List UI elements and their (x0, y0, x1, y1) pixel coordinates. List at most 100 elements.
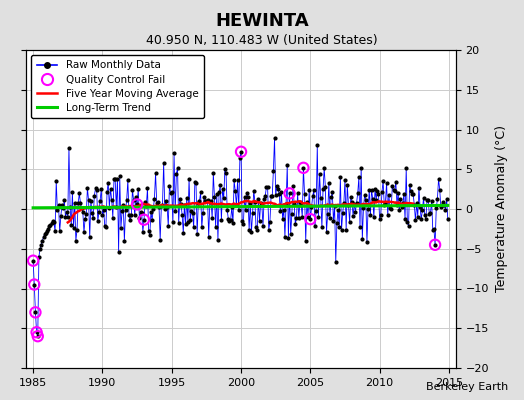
Point (357, 164, 365, 171)
Point (213, 191, 221, 198)
Point (235, 207, 243, 214)
Point (198, 224, 206, 231)
Point (420, 211, 429, 218)
Point (88, 210, 96, 216)
Point (440, 202, 449, 208)
Point (133, 201, 141, 208)
Point (54, 202, 63, 208)
Point (289, 183, 297, 190)
Point (136, 209, 145, 215)
Point (244, 194, 252, 200)
Point (425, 210, 433, 217)
Point (180, 202, 189, 208)
Point (89, 215, 97, 221)
Point (119, 201, 127, 208)
Point (300, 191, 309, 198)
Point (335, 224, 343, 230)
Point (191, 179, 199, 185)
Point (67, 222, 75, 228)
Point (318, 224, 326, 230)
Point (383, 179, 391, 186)
Point (123, 197, 131, 203)
Point (393, 201, 401, 208)
Point (32, 329, 41, 336)
Point (147, 209, 155, 215)
Point (209, 170, 217, 176)
Point (229, 220, 237, 226)
Point (226, 217, 235, 223)
Point (114, 249, 123, 255)
Point (304, 214, 312, 220)
Point (339, 210, 347, 216)
Point (284, 235, 292, 241)
Point (361, 192, 369, 198)
Point (348, 198, 356, 205)
Point (168, 189, 176, 195)
Point (294, 215, 303, 221)
Point (170, 150, 178, 156)
Point (118, 208, 126, 215)
Point (58, 201, 66, 208)
Point (256, 200, 265, 206)
Point (268, 193, 277, 200)
Point (210, 194, 219, 201)
Point (132, 194, 140, 200)
Point (422, 216, 430, 222)
Point (204, 233, 213, 240)
Point (185, 176, 193, 182)
Point (387, 206, 396, 212)
Point (246, 200, 255, 206)
Point (100, 206, 108, 213)
Point (367, 187, 376, 193)
Point (62, 208, 71, 215)
Point (430, 226, 438, 232)
Point (379, 178, 387, 184)
Point (274, 186, 282, 192)
Point (35, 254, 43, 260)
Point (29, 258, 37, 264)
Point (325, 180, 333, 186)
Point (319, 186, 328, 192)
Point (354, 190, 362, 197)
Point (287, 230, 295, 237)
Point (156, 236, 165, 243)
Point (376, 216, 384, 223)
Point (301, 238, 310, 244)
Point (355, 174, 363, 180)
Point (172, 171, 181, 178)
Point (59, 205, 68, 212)
Point (74, 200, 82, 206)
Point (38, 238, 47, 244)
Point (216, 182, 224, 189)
Point (396, 196, 405, 202)
Point (296, 198, 304, 205)
Point (439, 199, 447, 205)
Point (364, 206, 372, 212)
Point (292, 215, 301, 221)
Point (252, 224, 260, 230)
Point (60, 197, 69, 203)
Point (108, 214, 117, 221)
Point (311, 223, 319, 230)
Point (442, 196, 451, 202)
Point (184, 219, 192, 225)
Point (408, 191, 416, 197)
Point (193, 231, 201, 237)
Point (201, 197, 210, 204)
Point (215, 189, 223, 195)
Point (271, 192, 280, 199)
Point (237, 148, 245, 155)
Point (434, 176, 443, 182)
Point (94, 218, 102, 224)
Point (259, 222, 267, 229)
Point (322, 228, 331, 235)
Point (227, 204, 236, 210)
Point (405, 223, 413, 229)
Point (68, 189, 77, 195)
Point (270, 135, 279, 141)
Point (219, 186, 227, 192)
Point (125, 212, 133, 218)
Point (236, 155, 244, 161)
Point (250, 199, 259, 205)
Point (400, 191, 408, 198)
